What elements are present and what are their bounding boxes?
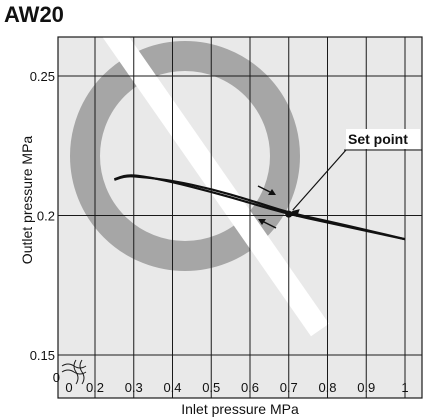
y-tick-label: 0.15 — [30, 348, 55, 363]
x-tick-label: 0.8 — [318, 380, 336, 395]
y-axis-label: Outlet pressure MPa — [19, 136, 35, 265]
set-point-leader — [292, 149, 347, 211]
x-tick-label: 0.3 — [125, 380, 143, 395]
x-axis-label: Inlet pressure MPa — [181, 401, 299, 417]
direction-arrowhead-up — [268, 189, 276, 195]
plot-frame — [57, 36, 423, 399]
set-point-marker — [285, 210, 293, 218]
y-tick-label: 0 — [53, 370, 60, 385]
series-line-2 — [114, 175, 406, 241]
set-point-label-bg — [346, 129, 420, 149]
chart-title: AW20 — [4, 2, 64, 27]
x-tick-label: 0.7 — [280, 380, 298, 395]
x-tick-label: 0.2 — [86, 380, 104, 395]
direction-arrowhead-down — [258, 219, 266, 225]
x-tick-label: 0 — [65, 380, 72, 395]
x-tick-label: 0.9 — [357, 380, 375, 395]
set-point-arrowhead — [291, 209, 300, 218]
x-tick-label: 0.4 — [163, 380, 181, 395]
x-tick-label: 0.5 — [202, 380, 220, 395]
x-axis-break — [73, 359, 85, 385]
set-point-label: Set point — [348, 131, 408, 147]
x-tick-label: 0.6 — [241, 380, 259, 395]
y-tick-label: 0.25 — [30, 69, 55, 84]
watermark-q — [70, 0, 330, 337]
y-tick-label: 0.2 — [37, 209, 55, 224]
x-tick-label: 1 — [401, 380, 408, 395]
